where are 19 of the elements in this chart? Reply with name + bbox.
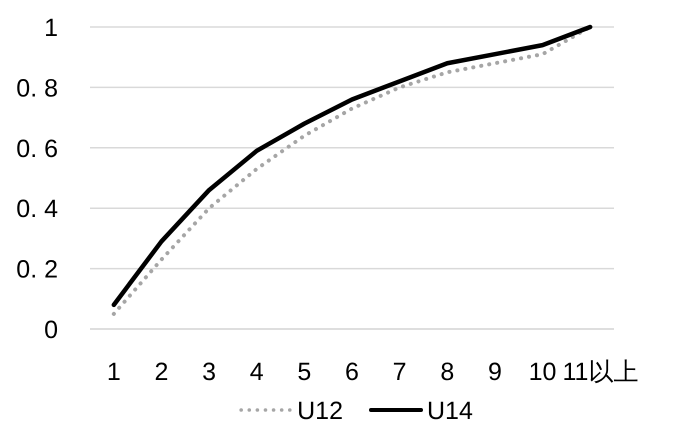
x-tick-label: 4 [250,358,264,386]
legend-label: U12 [297,397,343,425]
y-tick-label: 0. 6 [16,134,58,163]
y-tick-label: 1 [44,14,58,42]
x-tick-label: 7 [392,358,407,386]
x-tick-label: 8 [440,358,454,386]
legend-label: U14 [427,397,473,425]
y-tick-label: 0. 4 [16,195,58,224]
x-tick-label: 10 [528,358,556,386]
y-tick-label: 0. 2 [16,256,58,284]
y-tick-label: 0 [44,316,58,344]
x-tick-label: 3 [202,358,216,386]
x-tick-label: 2 [154,358,168,386]
x-tick-label: 9 [488,358,502,386]
x-tick-label: 1 [106,358,121,386]
x-tick-label: 11以上 [562,358,638,386]
x-tick-label: 6 [345,358,359,386]
x-tick-label: 5 [297,358,312,386]
y-tick-label: 0. 8 [16,74,58,102]
